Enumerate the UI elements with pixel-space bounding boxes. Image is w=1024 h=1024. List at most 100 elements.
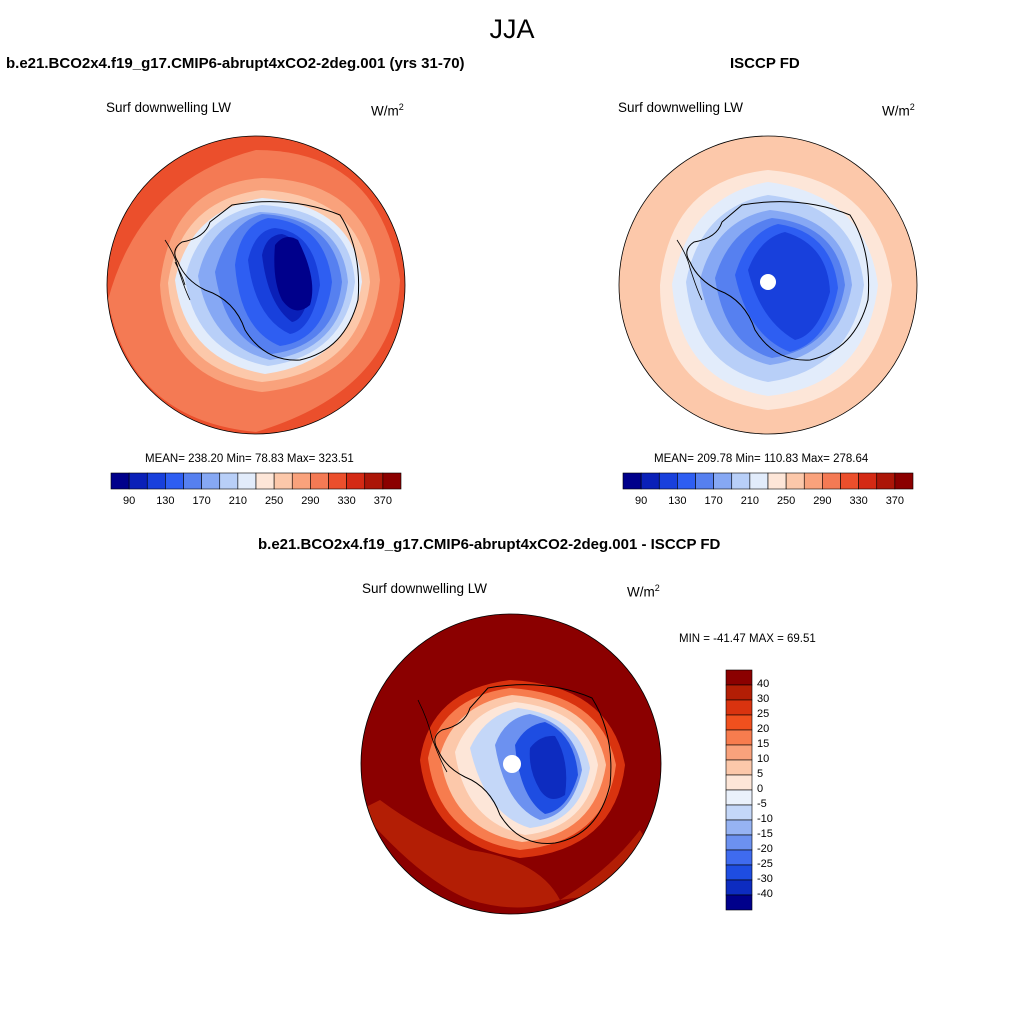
season-title: JJA bbox=[489, 14, 535, 44]
colorbar-tick-label: 250 bbox=[776, 495, 796, 507]
colorbar-swatch bbox=[165, 472, 184, 490]
colorbar-swatch bbox=[725, 879, 753, 896]
map-diff-border bbox=[360, 613, 662, 915]
map-model-polar bbox=[107, 136, 405, 434]
colorbar-tick-label: -15 bbox=[757, 828, 773, 840]
colorbar-tick-label: 40 bbox=[757, 678, 770, 690]
panel3-units: W/m2 bbox=[627, 583, 660, 600]
panel2-units: W/m2 bbox=[882, 102, 915, 119]
colorbar-tick-label: -25 bbox=[757, 858, 773, 870]
colorbar-tick-label: 20 bbox=[757, 723, 770, 735]
panel1-variable: Surf downwelling LW bbox=[106, 100, 232, 115]
colorbar-tick-label: 330 bbox=[337, 495, 356, 507]
colorbar-swatch bbox=[110, 472, 130, 490]
colorbar-swatch bbox=[725, 789, 753, 806]
colorbar-obs bbox=[622, 472, 914, 490]
colorbar-swatch bbox=[749, 472, 769, 490]
colorbar-swatch bbox=[785, 472, 805, 490]
colorbar-swatch bbox=[725, 684, 753, 701]
colorbar-swatch bbox=[328, 472, 347, 490]
colorbar-swatch bbox=[725, 729, 753, 746]
colorbar-swatch bbox=[767, 472, 787, 490]
colorbar-swatch bbox=[725, 894, 753, 911]
colorbar-swatch bbox=[725, 819, 753, 836]
colorbar-tick-label: 370 bbox=[885, 495, 905, 507]
colorbar-swatch bbox=[725, 864, 753, 881]
colorbar-swatch bbox=[146, 472, 166, 490]
colorbar-swatch bbox=[183, 472, 202, 490]
map-diff-pole-gap bbox=[503, 755, 521, 773]
colorbar-swatch bbox=[382, 472, 402, 490]
colorbar-swatch bbox=[725, 744, 753, 761]
colorbar-tick-label: 130 bbox=[668, 495, 687, 507]
colorbar-tick-label: 170 bbox=[704, 495, 723, 507]
panel1-stats: MEAN= 238.20 Min= 78.83 Max= 323.51 bbox=[145, 453, 354, 465]
colorbar-swatch bbox=[713, 472, 733, 490]
colorbar-tick-label: 210 bbox=[740, 495, 760, 507]
colorbar-tick-label: 130 bbox=[156, 495, 175, 507]
colorbar-tick-label: -10 bbox=[757, 813, 773, 825]
panel3-minmax: MIN = -41.47 MAX = 69.51 bbox=[679, 633, 816, 645]
colorbar-swatch bbox=[622, 472, 642, 490]
colorbar-tick-label: 250 bbox=[264, 495, 284, 507]
colorbar-tick-label: 370 bbox=[373, 495, 393, 507]
colorbar-swatch bbox=[658, 472, 678, 490]
colorbar-swatch bbox=[803, 472, 823, 490]
colorbar-tick-label: 30 bbox=[757, 693, 770, 705]
colorbar-swatch bbox=[725, 699, 753, 716]
colorbar-swatch bbox=[731, 472, 751, 490]
panel1-units: W/m2 bbox=[371, 102, 404, 119]
panel2-stats: MEAN= 209.78 Min= 110.83 Max= 278.64 bbox=[654, 453, 869, 465]
colorbar-swatch bbox=[725, 804, 753, 821]
colorbar-swatch bbox=[858, 472, 878, 490]
colorbar-swatch bbox=[725, 774, 753, 791]
colorbar-swatch bbox=[201, 472, 221, 490]
colorbar-swatch bbox=[840, 472, 859, 490]
colorbar-swatch bbox=[310, 472, 329, 490]
colorbar-tick-label: 170 bbox=[192, 495, 211, 507]
colorbar-tick-label: 330 bbox=[849, 495, 868, 507]
colorbar-tick-label: 15 bbox=[757, 738, 770, 750]
colorbar-swatch bbox=[725, 849, 753, 866]
colorbar-swatch bbox=[725, 669, 753, 686]
colorbar-tick-label: 290 bbox=[813, 495, 832, 507]
colorbar-swatch bbox=[291, 472, 311, 490]
colorbar-swatch bbox=[640, 472, 660, 490]
panel2-variable: Surf downwelling LW bbox=[618, 100, 744, 115]
colorbar-swatch bbox=[894, 472, 914, 490]
panel3-variable: Surf downwelling LW bbox=[362, 581, 488, 596]
colorbar-swatch bbox=[695, 472, 714, 490]
colorbar-swatch bbox=[725, 834, 753, 851]
map-obs-pole-gap bbox=[760, 274, 776, 290]
colorbar-swatch bbox=[219, 472, 239, 490]
colorbar-tick-label: -20 bbox=[757, 843, 773, 855]
map-model-border bbox=[106, 135, 406, 435]
colorbar-swatch bbox=[255, 472, 275, 490]
colorbar-tick-label: 25 bbox=[757, 708, 770, 720]
colorbar-tick-label: 0 bbox=[757, 783, 764, 795]
colorbar-swatch bbox=[128, 472, 148, 490]
colorbar-swatch bbox=[822, 472, 841, 490]
colorbar-tick-label: -40 bbox=[757, 888, 773, 900]
colorbar-swatch bbox=[876, 472, 896, 490]
panel2-title: ISCCP FD bbox=[730, 55, 800, 72]
colorbar-tick-label: -30 bbox=[757, 873, 773, 885]
colorbar-swatch bbox=[237, 472, 257, 490]
colorbar-swatch bbox=[725, 759, 753, 776]
colorbar-swatch bbox=[346, 472, 366, 490]
map-obs-border bbox=[618, 135, 918, 435]
colorbar-swatch bbox=[677, 472, 696, 490]
panel3-title: b.e21.BCO2x4.f19_g17.CMIP6-abrupt4xCO2-2… bbox=[258, 536, 721, 553]
colorbar-swatch bbox=[725, 714, 753, 731]
colorbar-tick-label: 90 bbox=[123, 495, 136, 507]
colorbar-swatch bbox=[273, 472, 293, 490]
colorbar-tick-label: 290 bbox=[301, 495, 320, 507]
colorbar-tick-label: -5 bbox=[757, 798, 767, 810]
colorbar-tick-label: 5 bbox=[757, 768, 764, 780]
colorbar-tick-label: 210 bbox=[228, 495, 248, 507]
panel1-title: b.e21.BCO2x4.f19_g17.CMIP6-abrupt4xCO2-2… bbox=[6, 55, 465, 72]
colorbar-tick-label: 10 bbox=[757, 753, 770, 765]
colorbar-model bbox=[110, 472, 402, 490]
colorbar-swatch bbox=[364, 472, 384, 490]
